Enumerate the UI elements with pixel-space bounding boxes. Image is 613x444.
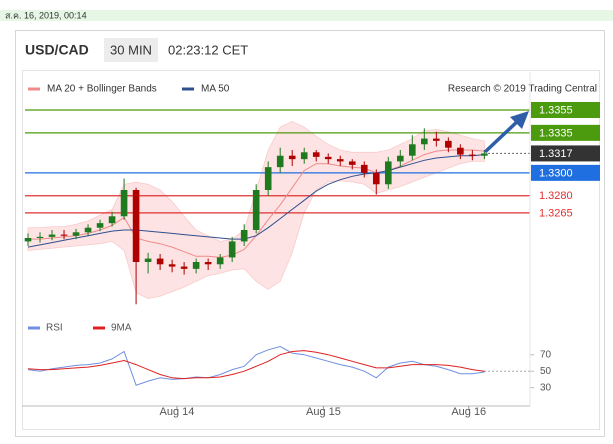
legend-label: RSI [46,323,63,334]
candle-body [168,264,176,267]
rsi-layer: 70 50 30 RSI 9MA [27,323,552,393]
lines-layer [27,149,485,258]
candle-body [300,152,308,160]
candle-body [24,238,32,242]
level-label: 1.3280 [539,190,573,202]
level-label: 1.3317 [539,148,573,160]
candles-layer [24,128,488,305]
candle-body [72,232,80,236]
legend-label: MA 20 + Bollinger Bands [47,84,157,95]
candle-body [60,234,68,236]
candle-body [312,152,320,157]
candle-body [384,161,392,185]
candle-body [445,140,452,148]
candle-body [264,167,272,190]
legend-label: 9MA [111,323,132,334]
rsi-line [27,350,485,380]
candle-body [336,159,344,162]
level-label: 1.3300 [539,167,573,179]
level-box [531,124,600,141]
level-label: 1.3355 [539,104,573,116]
candle-body [120,190,128,217]
candle-body [204,262,212,265]
candle-body [84,227,92,233]
x-tick-label: Aug 15 [306,406,341,418]
level-box [531,164,600,181]
rsi-tick-label: 30 [540,382,552,393]
x-tick-label: Aug 14 [159,406,194,418]
candle-body [469,154,476,156]
candle-body [132,190,140,262]
candle-body [409,144,416,156]
candle-body [180,266,188,269]
candle-body [108,216,116,224]
projection-arrow [483,111,529,154]
candle-body [48,234,56,237]
candle-body [481,153,488,156]
time: 02:23:12 CET [168,42,248,57]
candle-body [36,236,44,238]
rsi-line [27,345,485,386]
interval-box [104,38,158,62]
candle-body [360,164,368,173]
interval: 30 MIN [110,42,152,57]
rsi-tick-label: 50 [540,366,552,377]
candle-body [276,155,284,168]
candle-body [433,138,440,141]
date-strip [0,10,613,21]
candle-body [240,230,248,242]
level-label: 1.3335 [539,127,573,139]
legend-label: MA 50 [201,84,230,95]
arrow-shaft [483,117,522,154]
candle-body [192,262,200,269]
candle-body [421,138,428,145]
rsi-tick-label: 70 [540,349,552,360]
axis-layer: Aug 14 Aug 15 Aug 16 [22,72,531,418]
source: Research © 2019 Trading Central [448,84,597,95]
level-label: 1.3265 [539,207,573,219]
level-box [531,102,600,118]
candle-body [348,161,356,165]
candle-body [144,258,152,262]
candle-body [324,156,332,160]
x-tick-label: Aug 16 [451,406,486,418]
candle-body [216,257,224,265]
candle-body [372,172,380,185]
candle-body [156,258,164,265]
candle-body [457,147,464,155]
arrow-head [510,111,529,129]
symbol: USD/CAD [25,42,89,58]
candle-body [396,155,404,162]
candle-body [288,155,296,160]
candle-body [252,190,260,230]
level-box [531,145,600,162]
plot-frame [22,70,600,430]
ma50-line [27,154,485,248]
candle-body [228,241,236,258]
date-stamp: ส.ค. 16, 2019, 00:14 [5,10,87,20]
candle-body [96,223,104,228]
levels-layer: 1.3355 1.3335 1.3317 1.3300 1.3280 1.3265 [25,102,600,219]
